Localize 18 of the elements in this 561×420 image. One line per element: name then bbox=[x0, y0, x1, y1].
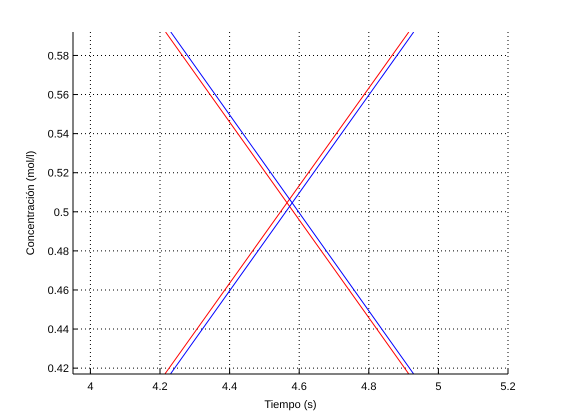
y-tick-label: 0.52 bbox=[48, 168, 69, 180]
y-tick-label: 0.54 bbox=[48, 128, 69, 141]
x-tick-label: 4.2 bbox=[152, 381, 168, 393]
y-tick-label: 0.5 bbox=[54, 206, 69, 219]
x-tick-label: 5.2 bbox=[500, 381, 516, 393]
y-axis-title: Concentración (mol/l) bbox=[25, 150, 37, 256]
y-tick-label: 0.44 bbox=[48, 324, 69, 336]
x-tick-label: 4.4 bbox=[222, 381, 238, 393]
x-axis-title: Tiempo (s) bbox=[264, 399, 317, 411]
x-tick-label: 4 bbox=[87, 381, 94, 393]
y-tick-label: 0.56 bbox=[48, 90, 69, 102]
y-tick-label: 0.46 bbox=[48, 284, 69, 297]
x-tick-label: 4.8 bbox=[361, 381, 376, 393]
y-tick-label: 0.48 bbox=[48, 246, 69, 258]
y-tick-label: 0.42 bbox=[48, 363, 69, 376]
x-tick-label: 4.6 bbox=[292, 381, 307, 393]
x-tick-label: 5 bbox=[435, 381, 442, 393]
y-tick-label: 0.58 bbox=[48, 50, 69, 62]
